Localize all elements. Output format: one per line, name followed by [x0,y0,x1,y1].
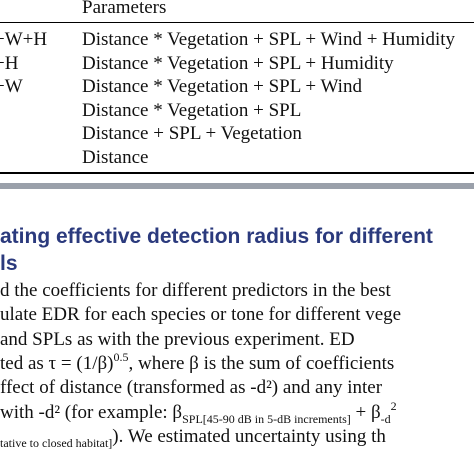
section-heading: ating effective detection radius for dif… [0,225,433,248]
text: ulate EDR for each species or tone for d… [0,304,402,326]
paragraph-line: ulate EDR for each species or tone for d… [0,304,401,326]
row-label: +H [0,52,19,74]
paragraph-line: d the coefficients for different predict… [0,280,391,302]
row-parameters: Distance * Vegetation + SPL + Wind + Hum… [82,29,456,50]
text: d the coefficients for different predict… [0,280,391,301]
text: ). We estimated uncertainty using th [112,425,386,447]
text: , where β is the sum of coefficients [128,352,395,374]
text: with -d² (for example: β [0,401,183,423]
table-header: Parameters [82,0,167,18]
row-label: +W [0,76,23,97]
row-parameters: Distance + SPL + Vegetation [82,123,302,144]
superscript: 0.5 [113,349,129,364]
row-parameters: Distance * Vegetation + SPL [82,99,302,121]
section-heading: ls [0,252,18,275]
table-bottom-rule [0,172,474,174]
row-parameters: Distance [82,146,149,168]
text: ted as τ = (1/β) [0,352,114,374]
text: and SPLs as with the previous experiment… [0,328,355,350]
section-separator [0,183,474,189]
row-label: +W+H [0,29,48,50]
subscript: -d [380,411,391,426]
row-parameters: Distance * Vegetation + SPL + Wind [82,76,362,97]
superscript: 2 [390,398,397,413]
header-rule [0,22,474,23]
paragraph-line: ted as τ = (1/β)0.5, where β is the sum … [0,349,395,375]
paragraph-line: ffect of distance (transformed as -d²) a… [0,377,382,399]
subscript: tative to closed habitat] [0,435,113,450]
text: + β [350,401,381,423]
text: ffect of distance (transformed as -d²) a… [0,377,383,399]
row-parameters: Distance * Vegetation + SPL + Humidity [82,52,394,74]
paragraph-line: and SPLs as with the previous experiment… [0,329,355,351]
subscript: SPL[45-90 dB in 5-dB increments] [182,411,351,426]
paragraph-line: tative to closed habitat]). We estimated… [0,425,386,450]
paragraph-line: with -d² (for example: βSPL[45-90 dB in … [0,398,397,426]
